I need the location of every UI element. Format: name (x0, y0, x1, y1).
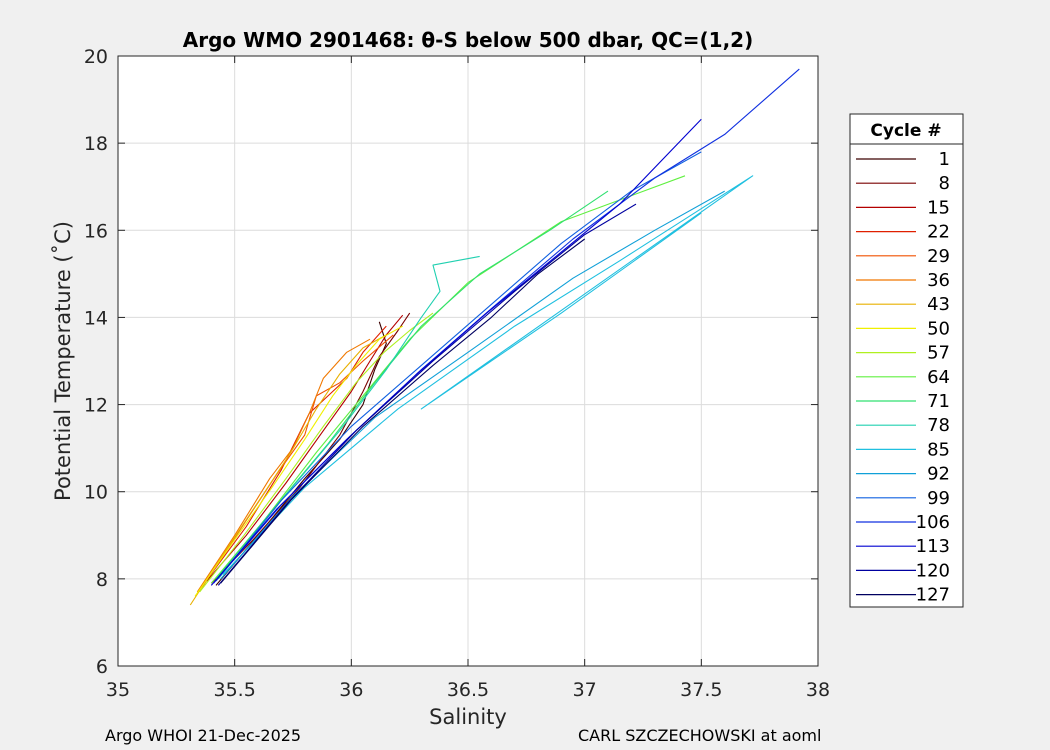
series-line-cycle-99 (215, 151, 702, 582)
series-line-cycle-85 (222, 175, 754, 575)
legend-label: 120 (916, 560, 950, 581)
legend-label: 78 (927, 415, 950, 436)
series-line-cycle-36 (196, 338, 371, 593)
chart-title: Argo WMO 2901468: θ-S below 500 dbar, QC… (183, 28, 753, 52)
legend-label: 36 (927, 270, 950, 291)
x-tick-label: 38 (806, 679, 830, 701)
y-tick-label: 12 (84, 395, 108, 417)
legend-label: 127 (916, 585, 950, 606)
series-line-cycle-113 (210, 118, 702, 586)
legend-label: 8 (939, 173, 950, 194)
legend-label: 22 (927, 222, 950, 243)
legend-label: 57 (927, 343, 950, 364)
series-group (189, 68, 800, 606)
grid (118, 56, 818, 666)
x-tick-label: 37 (573, 679, 597, 701)
legend-label: 64 (927, 367, 950, 388)
legend-label: 85 (927, 439, 950, 460)
legend-entries: 1 8 15 22 29 36 43 50 57 64 71 78 85 92 99 106 113 120 127 (856, 149, 950, 606)
y-tick-label: 14 (84, 307, 108, 329)
series-line-cycle-78 (217, 255, 480, 580)
series-line-cycle-50 (194, 325, 403, 597)
legend-label: 106 (916, 512, 950, 533)
legend-label: 15 (927, 197, 950, 218)
series-line-cycle-43 (189, 334, 387, 606)
x-tick-label: 36 (339, 679, 363, 701)
legend-label: 43 (927, 294, 950, 315)
ticks: 35 35.5 36 36.5 37 37.5 38 6 8 10 12 14 16 18 20 (84, 46, 830, 701)
footer-left: Argo WHOI 21-Dec-2025 (105, 726, 301, 745)
legend-label: 1 (939, 149, 950, 170)
x-tick-label: 35 (106, 679, 130, 701)
y-tick-label: 18 (84, 133, 108, 155)
legend-label: 50 (927, 318, 950, 339)
legend-label: 29 (927, 246, 950, 267)
series-line-cycle-127 (220, 238, 586, 584)
legend-label: 71 (927, 391, 950, 412)
y-tick-label: 16 (84, 220, 108, 242)
series-line-cycle-57 (199, 312, 434, 593)
y-tick-label: 20 (84, 46, 108, 68)
legend-label: 113 (916, 536, 950, 557)
footer-right: CARL SZCZECHOWSKI at aoml (578, 726, 821, 745)
y-tick-label: 6 (96, 656, 108, 678)
x-tick-label: 36.5 (447, 679, 489, 701)
x-tick-label: 35.5 (214, 679, 256, 701)
series-line-cycle-120 (217, 203, 637, 586)
legend-title: Cycle # (870, 121, 941, 141)
y-tick-label: 8 (96, 569, 108, 591)
x-tick-label: 37.5 (680, 679, 722, 701)
x-axis-label: Salinity (429, 705, 507, 729)
y-axis-label: Potential Temperature (˚C) (51, 221, 75, 501)
series-line-cycle-92 (220, 190, 725, 580)
legend-box (849, 113, 964, 608)
legend-label: 92 (927, 464, 950, 485)
legend-label: 99 (927, 488, 950, 509)
series-line-cycle-15 (206, 314, 404, 582)
y-tick-label: 10 (84, 482, 108, 504)
legend: Cycle # 18152229364350576471788592991061… (849, 113, 964, 608)
